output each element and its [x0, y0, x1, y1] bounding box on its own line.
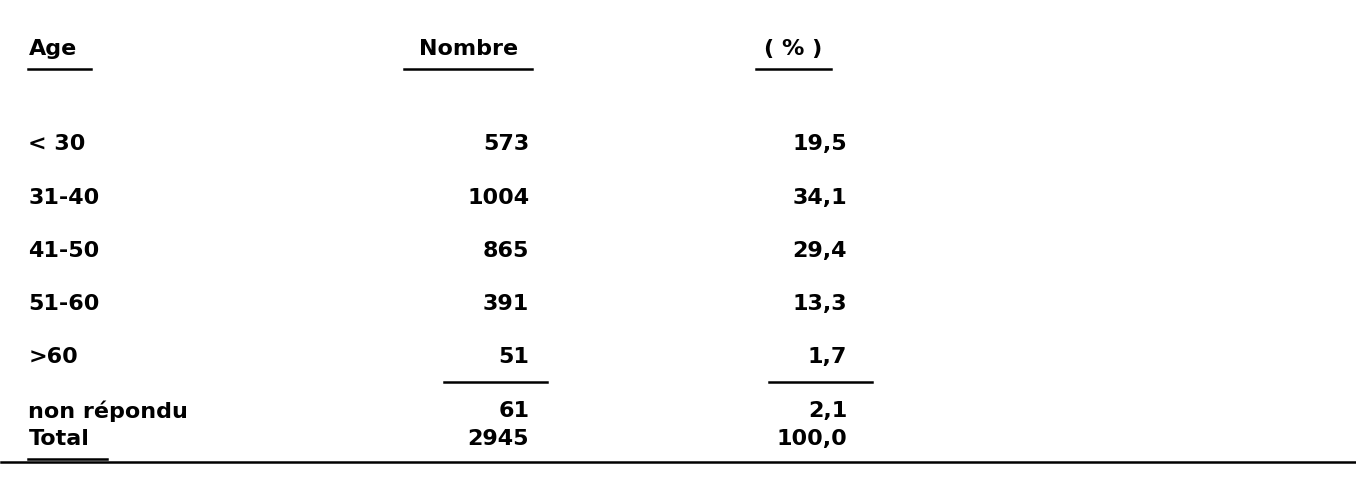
Text: 61: 61	[498, 401, 529, 421]
Text: ( % ): ( % )	[763, 39, 822, 59]
Text: 41-50: 41-50	[28, 241, 100, 261]
Text: 573: 573	[483, 134, 529, 154]
Text: 34,1: 34,1	[792, 188, 848, 207]
Text: >60: >60	[28, 348, 79, 368]
Text: 19,5: 19,5	[792, 134, 848, 154]
Text: Total: Total	[28, 429, 89, 449]
Text: Age: Age	[28, 39, 77, 59]
Text: 51: 51	[498, 348, 529, 368]
Text: 13,3: 13,3	[792, 294, 848, 314]
Text: 29,4: 29,4	[793, 241, 848, 261]
Text: 2945: 2945	[468, 429, 529, 449]
Text: non répondu: non répondu	[28, 401, 188, 422]
Text: 865: 865	[483, 241, 529, 261]
Text: 1004: 1004	[466, 188, 529, 207]
Text: 391: 391	[483, 294, 529, 314]
Text: 2,1: 2,1	[808, 401, 848, 421]
Text: 51-60: 51-60	[28, 294, 100, 314]
Text: 1,7: 1,7	[808, 348, 848, 368]
Text: < 30: < 30	[28, 134, 85, 154]
Text: 100,0: 100,0	[777, 429, 848, 449]
Text: 31-40: 31-40	[28, 188, 100, 207]
Text: Nombre: Nombre	[419, 39, 518, 59]
